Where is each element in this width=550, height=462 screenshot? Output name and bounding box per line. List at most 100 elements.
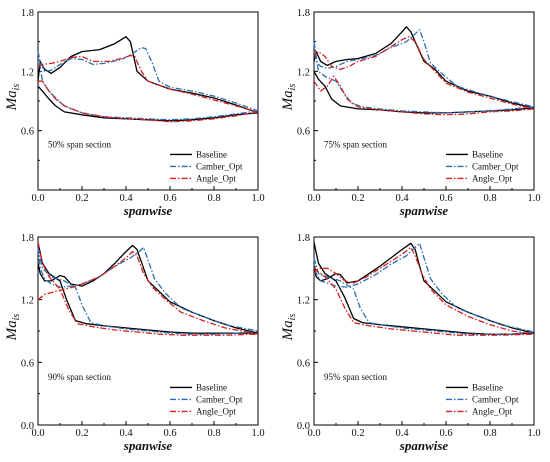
chart-panel-2: 0.0 0.2 0.4 0.6 0.8 1.0 0.6 1.2 1.8 spanwise Mais 7… — [280, 8, 541, 218]
legend-label: Camber_Opt — [196, 161, 243, 171]
x-tick-label: 0.0 — [31, 428, 44, 439]
legend: Baseline Camber_Opt Angle_Opt — [170, 382, 243, 416]
chart-panel-4: 0.0 0.2 0.4 0.6 0.8 1.0 0.0 0.6 1.2 1.8 spanwise Ma… — [280, 233, 541, 453]
y-tick-label: 0.6 — [21, 127, 34, 138]
x-tick-label: 0.2 — [75, 193, 88, 204]
y-axis-label-subscript: is — [287, 84, 298, 91]
y-axis-label-main: Ma — [4, 90, 20, 111]
y-tick-label: 1.8 — [21, 233, 34, 244]
series-line-angle-opt-lower — [38, 80, 259, 123]
series-line-angle-opt-lower — [313, 75, 535, 116]
series-line-baseline-upper — [37, 36, 259, 114]
series-line-camber-opt-upper — [313, 29, 535, 108]
x-tick-label: 0.0 — [307, 428, 320, 439]
series-line-angle-opt-upper — [37, 54, 259, 113]
x-axis-label: spanwise — [399, 203, 449, 218]
x-tick-label: 0.0 — [307, 193, 320, 204]
series-line-baseline-lower — [37, 85, 259, 122]
series-line-camber-opt-lower — [313, 41, 535, 114]
y-tick-label: 1.8 — [297, 233, 310, 244]
series-line-camber-opt-lower — [37, 247, 259, 335]
x-tick-label: 1.0 — [251, 428, 264, 439]
y-axis-label-main: Ma — [280, 320, 296, 341]
x-tick-label: 0.2 — [75, 428, 88, 439]
legend-label: Angle_Opt — [472, 406, 512, 416]
y-axis-label: Mais — [280, 84, 298, 112]
x-tick-label: 0.2 — [351, 193, 364, 204]
span-section-annotation: 95% span section — [324, 372, 387, 382]
legend-label: Camber_Opt — [196, 394, 243, 404]
x-tick-label: 0.8 — [483, 193, 496, 204]
y-tick-label: 0.0 — [297, 421, 310, 432]
y-tick-label: 0.6 — [297, 127, 310, 138]
span-section-annotation: 75% span section — [324, 139, 387, 149]
x-axis-label: spanwise — [399, 438, 449, 453]
x-tick-label: 1.0 — [251, 193, 264, 204]
x-tick-label: 0.2 — [351, 428, 364, 439]
span-section-annotation: 90% span section — [48, 372, 111, 382]
x-tick-label: 1.0 — [527, 428, 540, 439]
x-tick-label: 0.8 — [483, 428, 496, 439]
y-axis-label: Mais — [4, 84, 22, 112]
chart-panel-1: 0.0 0.2 0.4 0.6 0.8 1.0 0.6 1.2 1.8 spanwise Mais 5… — [4, 8, 265, 218]
y-axis-label-subscript: is — [11, 314, 22, 321]
legend: Baseline Camber_Opt Angle_Opt — [446, 382, 519, 416]
series-line-angle-opt-upper — [37, 250, 259, 335]
legend-label: Baseline — [472, 149, 503, 159]
y-axis-label: Mais — [4, 314, 22, 342]
series-line-angle-opt-lower — [313, 267, 535, 336]
x-tick-label: 0.8 — [207, 193, 220, 204]
series-line-camber-opt-upper — [313, 242, 535, 333]
x-tick-label: 0.6 — [439, 428, 452, 439]
x-tick-label: 0.4 — [119, 193, 133, 204]
series-line-angle-opt-lower — [37, 242, 259, 336]
x-axis-label: spanwise — [123, 203, 173, 218]
x-tick-label: 0.0 — [31, 193, 44, 204]
x-tick-label: 0.6 — [439, 193, 452, 204]
y-axis-label-main: Ma — [280, 90, 296, 111]
series-line-angle-opt-upper — [313, 36, 535, 110]
y-tick-label: 0.0 — [21, 421, 34, 432]
y-tick-label: 1.8 — [297, 8, 310, 19]
y-axis-label: Mais — [280, 314, 298, 342]
series-line-angle-opt-upper — [313, 246, 535, 335]
series-line-camber-opt-upper — [37, 246, 259, 332]
span-section-annotation: 50% span section — [48, 139, 111, 149]
y-axis-label-subscript: is — [287, 314, 298, 321]
legend-label: Camber_Opt — [472, 394, 519, 404]
y-tick-label: 0.6 — [21, 358, 34, 369]
legend: Baseline Camber_Opt Angle_Opt — [446, 149, 519, 183]
series-line-baseline-lower — [313, 242, 535, 335]
y-tick-label: 1.2 — [297, 67, 310, 78]
x-tick-label: 0.6 — [163, 428, 176, 439]
legend-label: Camber_Opt — [472, 161, 519, 171]
series-line-baseline-upper — [313, 242, 535, 334]
y-axis-label-main: Ma — [4, 320, 20, 341]
series-line-baseline-upper — [313, 26, 535, 109]
series-line-baseline-upper — [37, 244, 259, 334]
series-line-baseline-lower — [313, 70, 535, 114]
series-line-camber-opt-lower — [313, 257, 535, 335]
legend-label: Angle_Opt — [196, 406, 236, 416]
y-tick-label: 1.2 — [297, 296, 310, 307]
legend-label: Angle_Opt — [472, 173, 512, 183]
series-line-camber-opt-lower — [37, 51, 259, 121]
legend: Baseline Camber_Opt Angle_Opt — [170, 149, 243, 183]
y-tick-label: 0.6 — [297, 358, 310, 369]
x-tick-label: 0.8 — [207, 428, 220, 439]
y-tick-label: 1.2 — [21, 296, 34, 307]
x-tick-label: 1.0 — [527, 193, 540, 204]
y-axis-label-subscript: is — [11, 84, 22, 91]
legend-label: Baseline — [196, 149, 227, 159]
x-axis-label: spanwise — [123, 438, 173, 453]
legend-label: Baseline — [196, 382, 227, 392]
chart-panel-3: 0.0 0.2 0.4 0.6 0.8 1.0 0.0 0.6 1.2 1.8 spanwise Ma… — [4, 233, 265, 453]
legend-label: Baseline — [472, 382, 503, 392]
y-tick-label: 1.2 — [21, 67, 34, 78]
x-tick-label: 0.4 — [395, 193, 409, 204]
x-tick-label: 0.4 — [119, 428, 133, 439]
x-tick-label: 0.4 — [395, 428, 409, 439]
x-tick-label: 0.6 — [163, 193, 176, 204]
y-tick-label: 1.8 — [21, 8, 34, 19]
